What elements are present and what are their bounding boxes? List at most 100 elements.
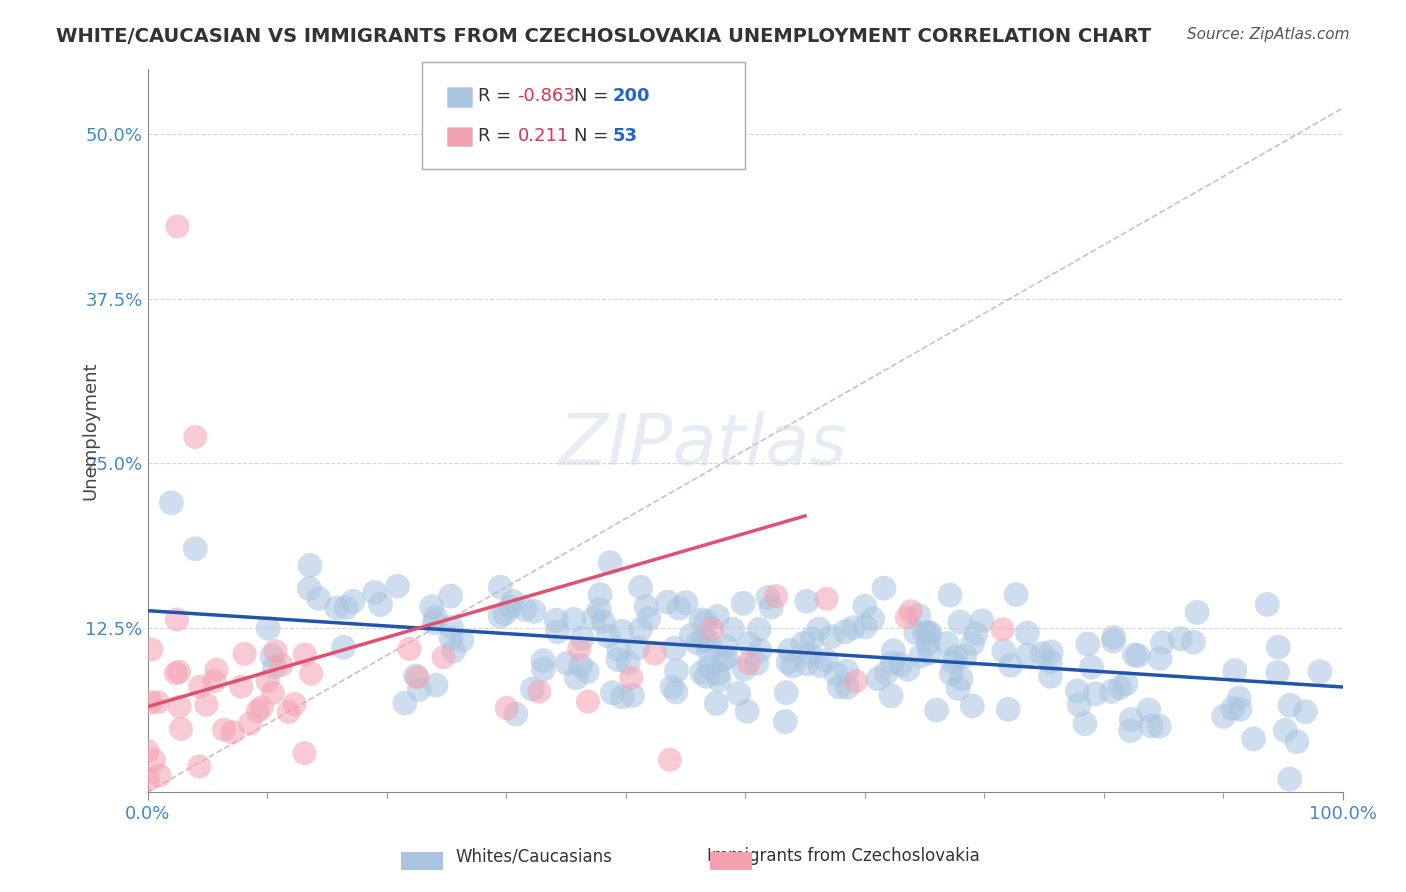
- Point: [576, 695, 599, 709]
- Point: [212, 723, 235, 737]
- Point: [914, 625, 936, 640]
- Point: [1005, 587, 1028, 601]
- Point: [636, 599, 658, 614]
- Point: [792, 636, 814, 650]
- Point: [991, 623, 1014, 637]
- Point: [332, 640, 354, 655]
- Point: [716, 650, 738, 665]
- Point: [260, 648, 283, 663]
- Point: [695, 669, 717, 683]
- Point: [589, 588, 612, 602]
- Point: [1000, 658, 1022, 673]
- Point: [875, 666, 897, 681]
- Point: [665, 664, 688, 678]
- Point: [716, 640, 738, 654]
- Text: N =: N =: [574, 87, 613, 105]
- Point: [502, 594, 524, 608]
- Point: [277, 705, 299, 719]
- Point: [661, 680, 683, 694]
- Point: [706, 609, 728, 624]
- Point: [166, 219, 188, 234]
- Point: [807, 622, 830, 636]
- Point: [918, 646, 941, 660]
- Point: [721, 622, 744, 636]
- Point: [406, 670, 429, 684]
- Point: [1084, 687, 1107, 701]
- Point: [165, 666, 187, 681]
- Point: [568, 641, 591, 656]
- Point: [370, 598, 392, 612]
- Point: [733, 596, 755, 610]
- Point: [1149, 651, 1171, 665]
- Point: [599, 556, 621, 570]
- Point: [513, 602, 536, 616]
- Point: [308, 591, 330, 606]
- Point: [621, 689, 644, 703]
- Point: [1227, 691, 1250, 706]
- Text: 0.211: 0.211: [517, 127, 568, 145]
- Point: [1031, 647, 1053, 661]
- Point: [627, 640, 650, 655]
- Point: [529, 684, 551, 698]
- Point: [837, 681, 859, 695]
- Point: [495, 701, 517, 715]
- Point: [546, 613, 568, 627]
- Point: [700, 622, 723, 636]
- Point: [169, 699, 191, 714]
- Point: [657, 595, 679, 609]
- Point: [1152, 635, 1174, 649]
- Point: [630, 580, 652, 594]
- Point: [868, 672, 890, 686]
- Point: [697, 635, 720, 649]
- Point: [900, 604, 922, 618]
- Point: [250, 700, 273, 714]
- Point: [270, 658, 292, 673]
- Point: [387, 579, 409, 593]
- Point: [425, 610, 447, 624]
- Point: [565, 671, 588, 685]
- Point: [440, 631, 463, 645]
- Point: [759, 600, 782, 615]
- Point: [765, 589, 787, 603]
- Point: [443, 644, 465, 658]
- Point: [571, 632, 593, 646]
- Text: WHITE/CAUCASIAN VS IMMIGRANTS FROM CZECHOSLOVAKIA UNEMPLOYMENT CORRELATION CHART: WHITE/CAUCASIAN VS IMMIGRANTS FROM CZECH…: [56, 27, 1152, 45]
- Point: [195, 698, 218, 712]
- Point: [738, 637, 761, 651]
- Point: [1115, 676, 1137, 690]
- Point: [782, 659, 804, 673]
- Point: [1309, 665, 1331, 679]
- Point: [664, 641, 686, 656]
- Point: [920, 626, 942, 640]
- Point: [494, 607, 516, 621]
- Point: [576, 665, 599, 679]
- Point: [184, 430, 207, 444]
- Point: [748, 623, 770, 637]
- Point: [690, 613, 713, 627]
- Point: [697, 643, 720, 657]
- Point: [299, 558, 322, 573]
- Point: [1185, 606, 1208, 620]
- Point: [1168, 632, 1191, 646]
- Point: [523, 605, 546, 619]
- Point: [1108, 681, 1130, 695]
- Point: [693, 632, 716, 647]
- Point: [184, 541, 207, 556]
- Text: R =: R =: [478, 127, 517, 145]
- Point: [136, 744, 159, 758]
- Point: [962, 698, 984, 713]
- Point: [1278, 772, 1301, 786]
- Point: [440, 620, 463, 634]
- Point: [1102, 634, 1125, 648]
- Point: [1182, 635, 1205, 649]
- Point: [775, 714, 797, 729]
- Point: [1080, 660, 1102, 674]
- Point: [946, 681, 969, 696]
- Point: [588, 603, 610, 617]
- Point: [997, 702, 1019, 716]
- Point: [141, 642, 163, 657]
- Text: -0.863: -0.863: [517, 87, 575, 105]
- Point: [204, 673, 226, 688]
- Point: [658, 753, 681, 767]
- Point: [735, 704, 758, 718]
